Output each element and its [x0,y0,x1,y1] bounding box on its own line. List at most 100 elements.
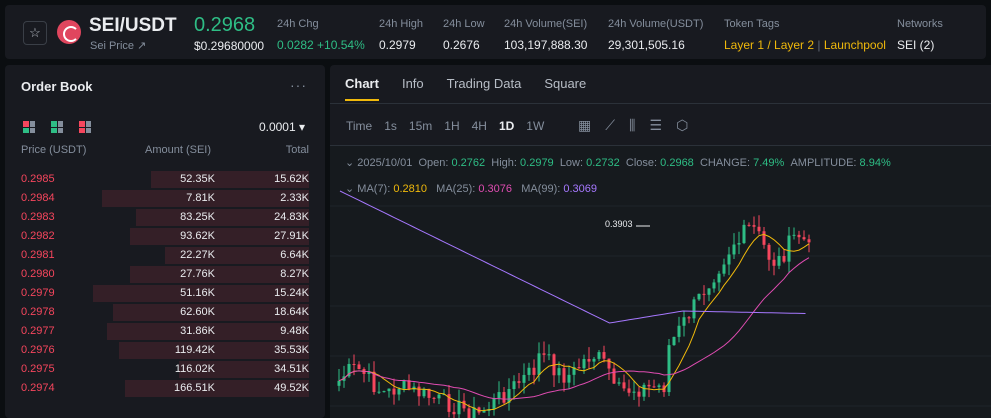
candle-body [417,386,421,397]
candle-body [782,256,786,262]
candle-body [352,363,356,365]
low-value: 0.2732 [586,157,620,169]
calendar-icon[interactable]: ▦ [578,117,592,133]
stat-value: 103,197,888.30 [504,38,588,52]
candle-body [387,388,391,392]
settings-icon[interactable]: ⬡ [676,117,689,133]
ma25-line [338,257,810,400]
candle-body [582,359,586,369]
favorite-star-icon[interactable]: ☆ [23,21,47,45]
ask-row[interactable]: 0.2977 31.86K 9.48K [5,322,325,341]
tab-square[interactable]: Square [544,76,587,91]
kline-chart[interactable]: ⌄ 2025/10/01 Open: 0.2762 High: 0.2979 L… [330,145,991,418]
candle-body [567,374,571,383]
stat-label: 24h Low [443,18,485,30]
candle-body [557,368,561,376]
col-amount: Amount (SEI) [145,144,212,156]
precision-select[interactable]: 0.0001 ▾ [258,120,305,134]
ask-row[interactable]: 0.2980 27.76K 8.27K [5,265,325,284]
interval-1h[interactable]: 1H [444,119,460,133]
interval-15m[interactable]: 15m [408,119,433,133]
ask-row[interactable]: 0.2978 62.60K 18.64K [5,303,325,322]
ask-total: 2.33K [280,192,309,204]
candle-body [377,391,381,393]
depth-bar [179,361,309,378]
stat-networks: Networks SEI (2) [897,18,943,52]
ask-price: 0.2984 [21,192,55,204]
ask-amount: 51.16K [180,287,215,299]
candle-body [497,392,501,399]
candle-body [712,282,716,289]
candle-body [672,336,676,346]
col-total: Total [285,144,309,156]
price-link[interactable]: Sei Price ↗ [90,40,147,52]
tab-info[interactable]: Info [401,76,424,91]
depth-bar [136,209,309,226]
depth-bar [107,323,309,340]
chart-tabs: Chart Info Trading Data Square [345,76,586,101]
bids-view-icon[interactable] [51,121,63,133]
ask-row[interactable]: 0.2981 22.27K 6.64K [5,246,325,265]
ask-price: 0.2982 [21,230,55,242]
candle-body [502,392,506,403]
ask-row[interactable]: 0.2985 52.35K 15.62K [5,170,325,189]
candle-body [792,234,796,236]
candle-body [642,384,646,397]
ask-row[interactable]: 0.2975 116.02K 34.51K [5,360,325,379]
interval-1s[interactable]: 1s [384,119,397,133]
tag-layer[interactable]: Layer 1 / Layer 2 [724,38,815,52]
symbol-title[interactable]: SEI/USDT [89,15,177,36]
candle-body [542,353,546,355]
ticker-header: ☆ SEI/USDT Sei Price ↗ 0.2968 $0.2968000… [5,5,986,59]
ask-row[interactable]: 0.2983 83.25K 24.83K [5,208,325,227]
stat-24h-high: 24h High 0.2979 [379,18,423,52]
ask-row[interactable]: 0.2974 166.51K 49.52K [5,379,325,398]
candle-body [657,385,661,387]
stat-label: 24h Volume(USDT) [608,18,704,30]
candle-body [337,380,341,386]
candle-body [507,389,511,403]
ask-total: 6.64K [280,249,309,261]
tab-trading-data[interactable]: Trading Data [446,76,522,91]
collapse-icon[interactable]: ⌄ [345,183,355,195]
stat-value[interactable]: SEI (2) [897,38,935,52]
ask-row[interactable]: 0.2982 93.62K 27.91K [5,227,325,246]
change-label: CHANGE: [699,157,751,169]
last-price-usd: $0.29680000 [194,39,265,53]
tag-launchpool[interactable]: Launchpool [823,38,886,52]
interval-4h[interactable]: 4H [471,119,487,133]
ask-amount: 27.76K [180,268,215,280]
ma25-value: 0.3076 [478,183,513,195]
candle-body [667,345,671,393]
close-value: 0.2968 [660,157,694,169]
candle-body [372,371,376,393]
interval-1w[interactable]: 1W [526,119,545,133]
interval-toolbar: Time 1s 15m 1H 4H 1D 1W [346,119,544,133]
candle-body [687,317,691,319]
sei-logo-icon [57,20,81,44]
candle-type-icon[interactable]: ⫼ [629,117,636,133]
candle-body [407,380,411,390]
more-options-icon[interactable]: ··· [290,77,307,93]
interval-time[interactable]: Time [346,119,373,133]
candle-body [772,259,776,266]
ask-price: 0.2974 [21,382,55,394]
ask-amount: 31.86K [180,325,215,337]
interval-1d[interactable]: 1D [498,119,515,133]
ask-total: 15.62K [274,173,309,185]
chart-style-icon[interactable]: ☰ [649,117,663,133]
col-price: Price (USDT) [21,144,87,156]
ask-price: 0.2977 [21,325,55,337]
tab-chart[interactable]: Chart [345,76,379,101]
asks-view-icon[interactable] [79,121,91,133]
both-sides-view-icon[interactable] [23,121,35,133]
indicator-icon[interactable]: ⟋ [605,117,616,133]
candle-body [602,352,606,359]
candlestick-svg [330,190,991,418]
ask-price: 0.2981 [21,249,55,261]
candle-body [637,391,641,397]
ask-row[interactable]: 0.2979 51.16K 15.24K [5,284,325,303]
ask-row[interactable]: 0.2976 119.42K 35.53K [5,341,325,360]
collapse-icon[interactable]: ⌄ [345,157,355,169]
ask-row[interactable]: 0.2984 7.81K 2.33K [5,189,325,208]
